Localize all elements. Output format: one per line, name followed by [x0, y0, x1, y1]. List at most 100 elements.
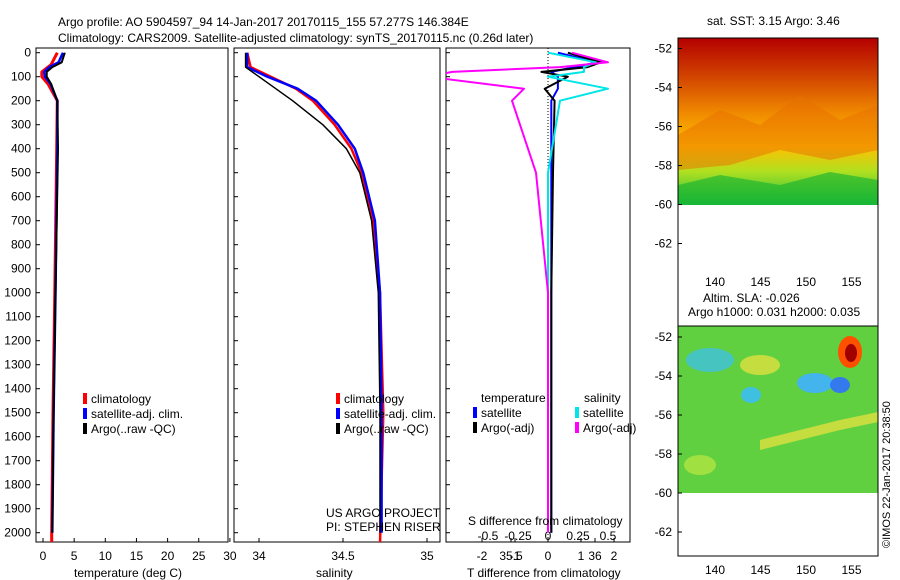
- sla-map-frame: [677, 325, 879, 557]
- sla-feature: [684, 455, 716, 475]
- x-tick-label: 30: [223, 549, 237, 563]
- sst-warm-tongue: [678, 95, 878, 170]
- legend-label: Argo(-adj): [481, 421, 534, 435]
- x-tick-label: 35.5: [499, 549, 523, 563]
- sst-lat-label: -54: [655, 81, 673, 95]
- difference-xlabel: T difference from climatology: [467, 566, 621, 580]
- sst-lat-label: -62: [655, 237, 673, 251]
- top-tick-label: 0.5: [600, 529, 617, 543]
- depth-tick-label: 1100: [5, 310, 31, 324]
- depth-tick-label: 900: [11, 262, 31, 276]
- salinity-panel: [233, 47, 441, 543]
- sla-lat-label: -54: [655, 369, 673, 383]
- temperature-xlabel: temperature (deg C): [74, 566, 182, 580]
- depth-tick-label: 800: [11, 238, 31, 252]
- series-line-climatology: [245, 52, 385, 542]
- series-line-salinity-argo-adj-: [446, 51, 609, 533]
- sla-lat-label: -52: [655, 330, 673, 344]
- sst-lon-label: 155: [841, 275, 861, 289]
- depth-tick-label: 1500: [4, 406, 31, 420]
- top-tick-label: -0.5: [478, 529, 499, 543]
- header-line1: Argo profile: AO 5904597_94 14-Jan-2017 …: [58, 15, 469, 29]
- depth-tick-label: 0: [24, 46, 31, 60]
- sla-low-anomaly: [686, 348, 734, 372]
- legend-heading-temperature: temperature: [481, 391, 546, 405]
- x-tick-label: 5: [71, 549, 78, 563]
- sst-map: [677, 37, 879, 557]
- depth-tick-label: 1900: [4, 502, 31, 516]
- legend-label: satellite-adj. clim.: [91, 407, 183, 421]
- legend-swatch-satellite: [336, 408, 340, 419]
- x-tick-label: -1: [510, 549, 521, 563]
- project-label: US ARGO PROJECT: [326, 506, 441, 520]
- salinity-x-ticks: 34 34.5 35 35.5 36: [252, 538, 602, 563]
- legend-swatch-t-argo: [473, 422, 477, 433]
- depth-tick-label: 1700: [4, 454, 31, 468]
- depth-tick-label: 1300: [4, 358, 31, 372]
- sst-lat-label: -56: [655, 120, 673, 134]
- temperature-legend: climatology satellite-adj. clim. Argo(..…: [83, 392, 183, 436]
- sla-lon-label: 140: [705, 563, 725, 577]
- sla-map-title-2: Argo h1000: 0.031 h2000: 0.035: [688, 305, 860, 319]
- x-tick-label: 0: [40, 549, 47, 563]
- x-tick-label: 35: [420, 549, 434, 563]
- depth-tick-label: 1800: [4, 478, 31, 492]
- sla-map: [677, 325, 879, 557]
- depth-tick-label: 500: [11, 166, 31, 180]
- top-tick-label: 0.25: [566, 529, 590, 543]
- sst-lon-label: 145: [750, 275, 770, 289]
- salinity-legend: climatology satellite-adj. clim. Argo(..…: [336, 392, 436, 436]
- x-tick-label: -2: [477, 549, 488, 563]
- x-tick-label: 10: [99, 549, 113, 563]
- sla-high-anomaly: [740, 355, 780, 375]
- sla-high-core: [845, 344, 857, 362]
- legend-swatch-argo: [83, 423, 87, 434]
- sla-lat-label: -62: [655, 525, 673, 539]
- temperature-panel: [35, 47, 229, 543]
- difference-series: [446, 48, 609, 542]
- series-line-argo-raw-qc-: [45, 52, 66, 533]
- series-line-salinity-satellite: [547, 51, 609, 533]
- depth-tick-label: 100: [11, 70, 31, 84]
- sst-map-title: sat. SST: 3.15 Argo: 3.46: [707, 14, 840, 28]
- depth-tick-label: 400: [11, 142, 31, 156]
- header-line2: Climatology: CARS2009. Satellite-adjuste…: [58, 31, 533, 45]
- sst-lat-label: -60: [655, 198, 673, 212]
- sst-lat-label: -58: [655, 159, 673, 173]
- difference-toplabel: S difference from climatology: [468, 514, 623, 528]
- top-tick-label: 0: [545, 529, 552, 543]
- salinity-xlabel: salinity: [316, 566, 353, 580]
- legend-swatch-s-satellite: [575, 407, 579, 418]
- sla-low-anomaly: [830, 377, 850, 393]
- legend-label: satellite: [583, 406, 624, 420]
- imos-watermark: ©IMOS 22-Jan-2017 20:38:50: [881, 401, 893, 548]
- depth-tick-label: 1000: [4, 286, 31, 300]
- x-tick-label: 36: [588, 549, 602, 563]
- legend-label: climatology: [344, 392, 404, 406]
- series-line-temperature-argo-adj-: [540, 51, 602, 533]
- map-axes: -52 -54 -56 -58 -60 -62 140 145 150 155 -52 -54 -56 -…: [655, 42, 862, 578]
- x-tick-label: 0: [545, 549, 552, 563]
- depth-axis: 0 100 200 300 400 500 600 700 800 900 1000 1100 1200…: [4, 46, 450, 540]
- sst-lon-label: 140: [705, 275, 725, 289]
- sst-lon-label: 150: [796, 275, 816, 289]
- sla-low-anomaly: [797, 373, 833, 393]
- sst-lat-label: -52: [655, 42, 673, 56]
- legend-label: satellite-adj. clim.: [344, 407, 436, 421]
- x-tick-label: 34.5: [331, 549, 355, 563]
- difference-panel: [445, 47, 631, 543]
- legend-label: satellite: [481, 406, 522, 420]
- depth-tick-label: 2000: [4, 526, 31, 540]
- salinity-series: [244, 52, 385, 542]
- legend-label: Argo(-adj): [583, 421, 636, 435]
- sla-lon-label: 155: [841, 563, 861, 577]
- series-line-argo-raw-qc-: [244, 52, 381, 533]
- legend-swatch-satellite: [83, 408, 87, 419]
- temperature-series: [40, 52, 66, 542]
- top-tick-label: -0.25: [504, 529, 532, 543]
- sla-ridge: [760, 412, 878, 450]
- depth-tick-label: 700: [11, 214, 31, 228]
- pi-label: PI: STEPHEN RISER: [326, 520, 441, 534]
- legend-swatch-t-satellite: [473, 407, 477, 418]
- series-line-temperature-satellite: [550, 51, 599, 533]
